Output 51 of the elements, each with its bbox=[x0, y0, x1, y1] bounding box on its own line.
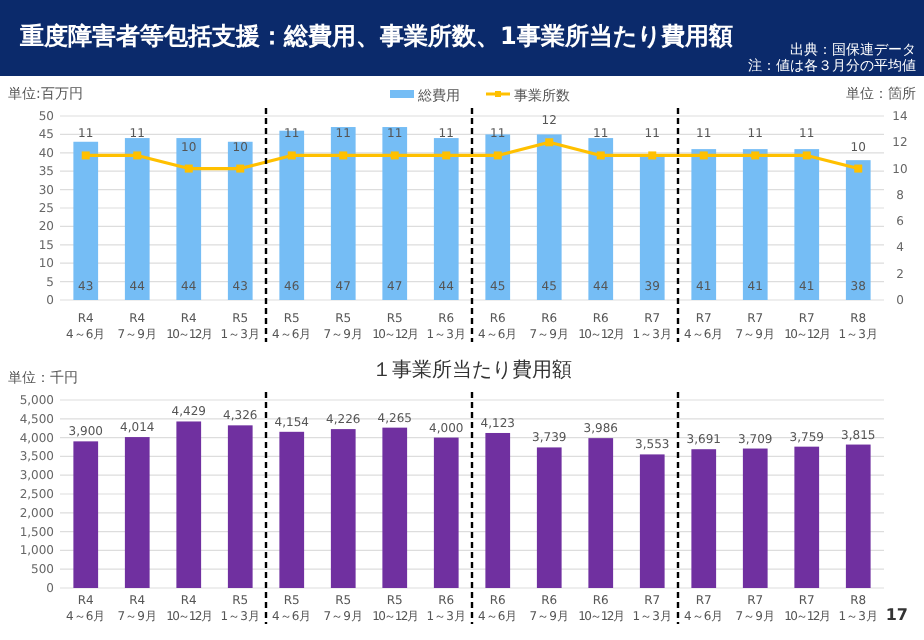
bar bbox=[742, 149, 768, 300]
bar bbox=[639, 156, 665, 300]
chart-title: 重度障害者等包括支援：総費用、事業所数、1事業所当たり費用額 bbox=[18, 22, 733, 50]
bar bbox=[485, 134, 511, 300]
bar bbox=[330, 429, 356, 588]
bar bbox=[227, 141, 253, 300]
bar bbox=[691, 449, 717, 588]
bar bbox=[588, 438, 614, 588]
bar bbox=[588, 138, 614, 300]
point bbox=[339, 151, 348, 160]
bar bbox=[845, 444, 871, 588]
point bbox=[648, 151, 657, 160]
point bbox=[81, 151, 90, 160]
bar bbox=[794, 149, 820, 300]
point bbox=[751, 151, 760, 160]
bar bbox=[382, 127, 408, 300]
bar bbox=[742, 448, 768, 588]
text: 17 bbox=[885, 606, 908, 624]
bar bbox=[691, 149, 717, 300]
bar bbox=[176, 138, 202, 300]
bar bbox=[73, 441, 99, 588]
bar bbox=[227, 425, 253, 588]
bar bbox=[382, 427, 408, 588]
point bbox=[133, 151, 142, 160]
point bbox=[493, 151, 502, 160]
bar bbox=[124, 437, 150, 588]
bar bbox=[279, 130, 305, 300]
point bbox=[545, 138, 554, 147]
bar bbox=[433, 437, 459, 588]
bar bbox=[73, 141, 99, 300]
bar bbox=[536, 134, 562, 300]
bar bbox=[536, 447, 562, 588]
point bbox=[699, 151, 708, 160]
point bbox=[442, 151, 451, 160]
bar bbox=[845, 160, 871, 300]
bar bbox=[794, 446, 820, 588]
bar bbox=[639, 454, 665, 588]
chart-title: １事業所当たり費用額 bbox=[372, 358, 572, 382]
point bbox=[184, 164, 193, 173]
point bbox=[802, 151, 811, 160]
point bbox=[596, 151, 605, 160]
point bbox=[390, 151, 399, 160]
point bbox=[236, 164, 245, 173]
bar bbox=[279, 431, 305, 588]
bar bbox=[485, 432, 511, 588]
point bbox=[854, 164, 863, 173]
bar bbox=[330, 127, 356, 300]
bar bbox=[124, 138, 150, 300]
bar bbox=[176, 421, 202, 588]
point bbox=[287, 151, 296, 160]
bar bbox=[433, 138, 459, 300]
